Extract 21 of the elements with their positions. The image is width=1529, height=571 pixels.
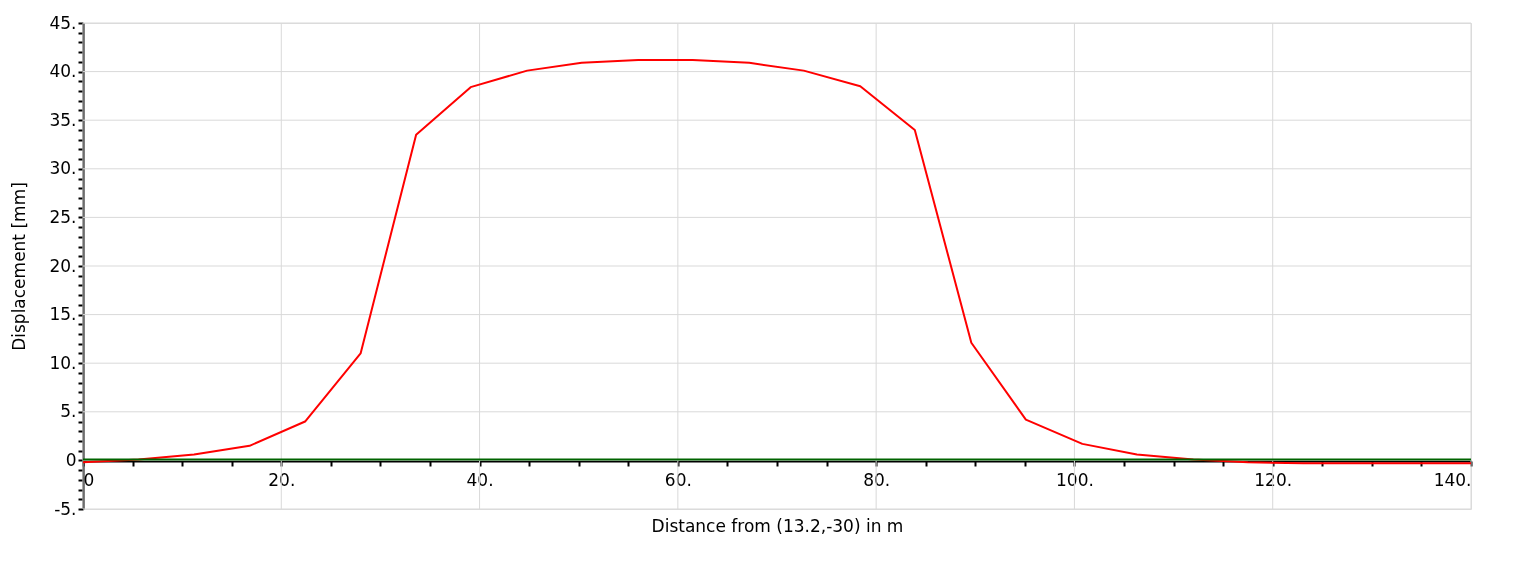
y-axis-title: Displacement [mm] xyxy=(9,182,30,351)
x-tick-label: 80. xyxy=(863,469,891,490)
y-tick-label: 30. xyxy=(49,158,77,179)
y-tick-label: -5. xyxy=(54,498,77,519)
y-tick-label: 15. xyxy=(49,304,77,325)
x-axis-title: Distance from (13.2,-30) in m xyxy=(651,515,904,536)
x-tick-label: 140. xyxy=(1433,469,1472,490)
y-tick-label: 20. xyxy=(49,255,77,276)
y-tick-label: 35. xyxy=(49,109,77,130)
x-tick-label: 60. xyxy=(664,469,692,490)
y-tick-label: 40. xyxy=(49,61,77,82)
x-tick-label: 0 xyxy=(83,469,95,490)
x-tick-label: 120. xyxy=(1254,469,1293,490)
y-tick-label: 45. xyxy=(49,12,77,33)
y-tick-label: 25. xyxy=(49,206,77,227)
x-tick-label: 40. xyxy=(466,469,494,490)
x-tick-label: 100. xyxy=(1056,469,1094,490)
y-tick-label: 10. xyxy=(49,352,77,373)
x-tick-label: 20. xyxy=(268,469,296,490)
y-tick-label: 5. xyxy=(60,401,77,422)
y-tick-label: 0 xyxy=(65,449,77,470)
